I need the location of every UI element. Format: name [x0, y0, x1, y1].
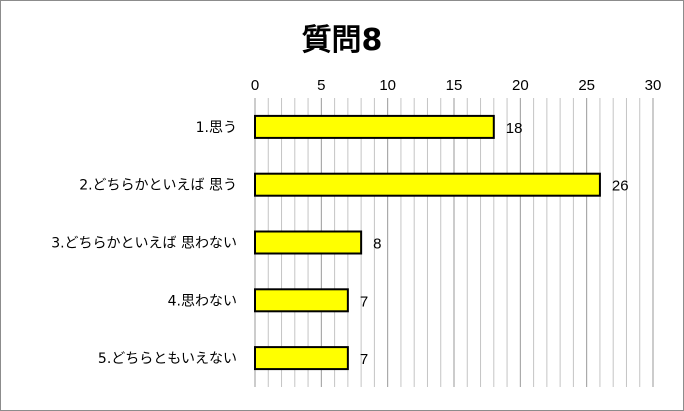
- bar: [254, 172, 601, 197]
- data-label: 18: [506, 120, 523, 137]
- bar: [254, 346, 349, 371]
- data-label: 26: [612, 178, 629, 195]
- category-label: 2.どちらかといえば 思う: [79, 178, 237, 194]
- x-tick-label: 5: [317, 77, 325, 94]
- chart-title: 質問8: [302, 23, 383, 58]
- bars: [254, 114, 601, 371]
- x-tick-label: 30: [645, 77, 662, 94]
- category-label: 4.思わない: [168, 293, 237, 309]
- data-label: 8: [373, 236, 381, 253]
- category-label: 5.どちらともいえない: [98, 351, 237, 367]
- data-labels: 18 26 8 7 7: [360, 120, 629, 368]
- data-label: 7: [360, 293, 368, 310]
- bar: [254, 114, 495, 139]
- x-tick-label: 10: [379, 77, 396, 94]
- x-tick-label: 20: [512, 77, 529, 94]
- data-label: 7: [360, 351, 368, 368]
- x-tick-label: 25: [578, 77, 595, 94]
- grid-lines: [254, 98, 654, 387]
- x-axis-ticks: 0 5 10 15 20 25 30: [251, 77, 662, 94]
- category-labels: 1.思う 2.どちらかといえば 思う 3.どちらかといえば 思わない 4.思わない 5.…: [51, 120, 237, 367]
- x-tick-label: 15: [446, 77, 463, 94]
- bar: [254, 288, 349, 313]
- category-label: 3.どちらかといえば 思わない: [51, 236, 237, 252]
- bar: [254, 230, 363, 255]
- x-tick-label: 0: [251, 77, 259, 94]
- category-label: 1.思う: [196, 120, 237, 136]
